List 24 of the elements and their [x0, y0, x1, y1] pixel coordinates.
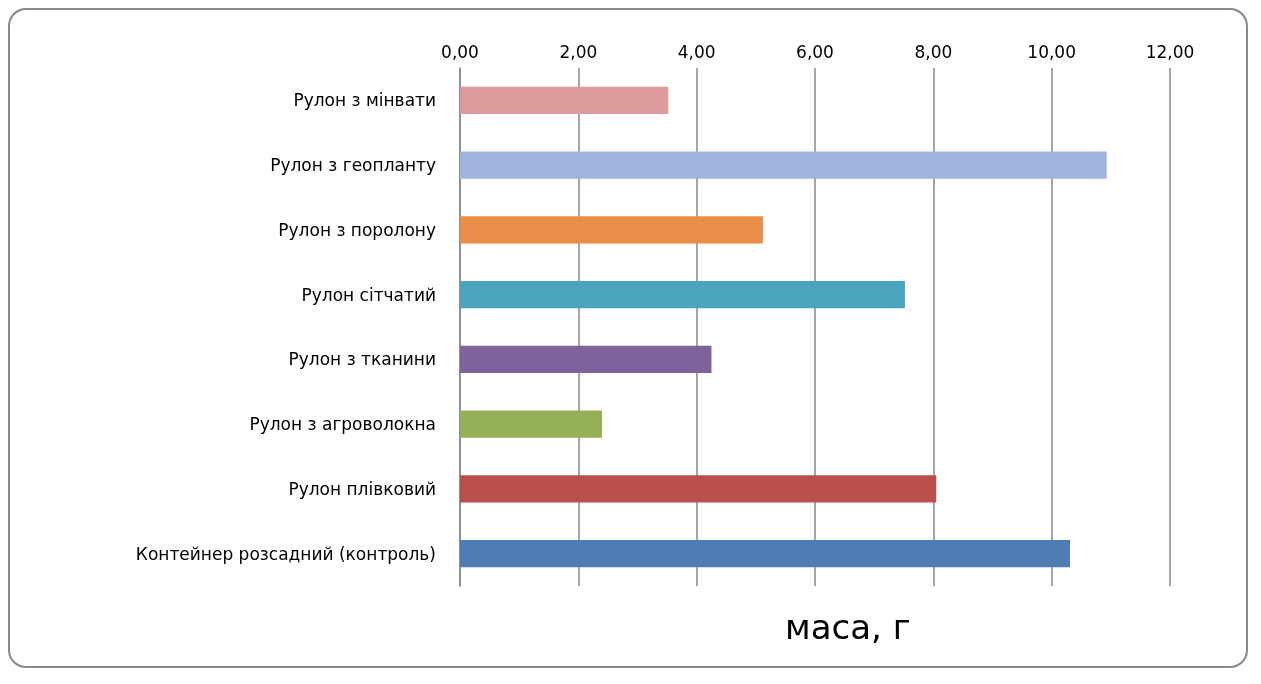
x-tick-label: 2,00 — [559, 41, 598, 62]
bar — [460, 475, 937, 503]
y-tick-label: Рулон з поролону — [278, 219, 436, 240]
x-tick-label: 8,00 — [914, 41, 953, 62]
bar — [460, 345, 712, 373]
y-tick-label: Рулон з агроволокна — [249, 414, 436, 435]
bar — [460, 410, 602, 438]
y-tick-label: Рулон сітчатий — [301, 284, 436, 305]
y-tick-label: Рулон з тканини — [288, 349, 436, 370]
bar — [460, 281, 905, 309]
x-tick-label: 4,00 — [677, 41, 716, 62]
x-tick-label: 6,00 — [796, 41, 834, 62]
y-tick-label: Рулон з мінвати — [293, 90, 436, 111]
x-tick-label: 12,00 — [1145, 41, 1195, 62]
y-tick-label: Рулон з геопланту — [270, 155, 436, 176]
x-tick-label: 0,00 — [441, 41, 479, 62]
y-tick-label: Рулон плівковий — [288, 478, 436, 499]
bar — [460, 151, 1107, 179]
x-tick-label: 10,00 — [1027, 41, 1076, 62]
y-tick-label: Контейнер розсадний (контроль) — [135, 543, 436, 564]
bar — [460, 216, 763, 244]
x-axis-title: маса, г — [785, 607, 911, 647]
bar — [460, 86, 669, 114]
bar — [460, 540, 1071, 568]
